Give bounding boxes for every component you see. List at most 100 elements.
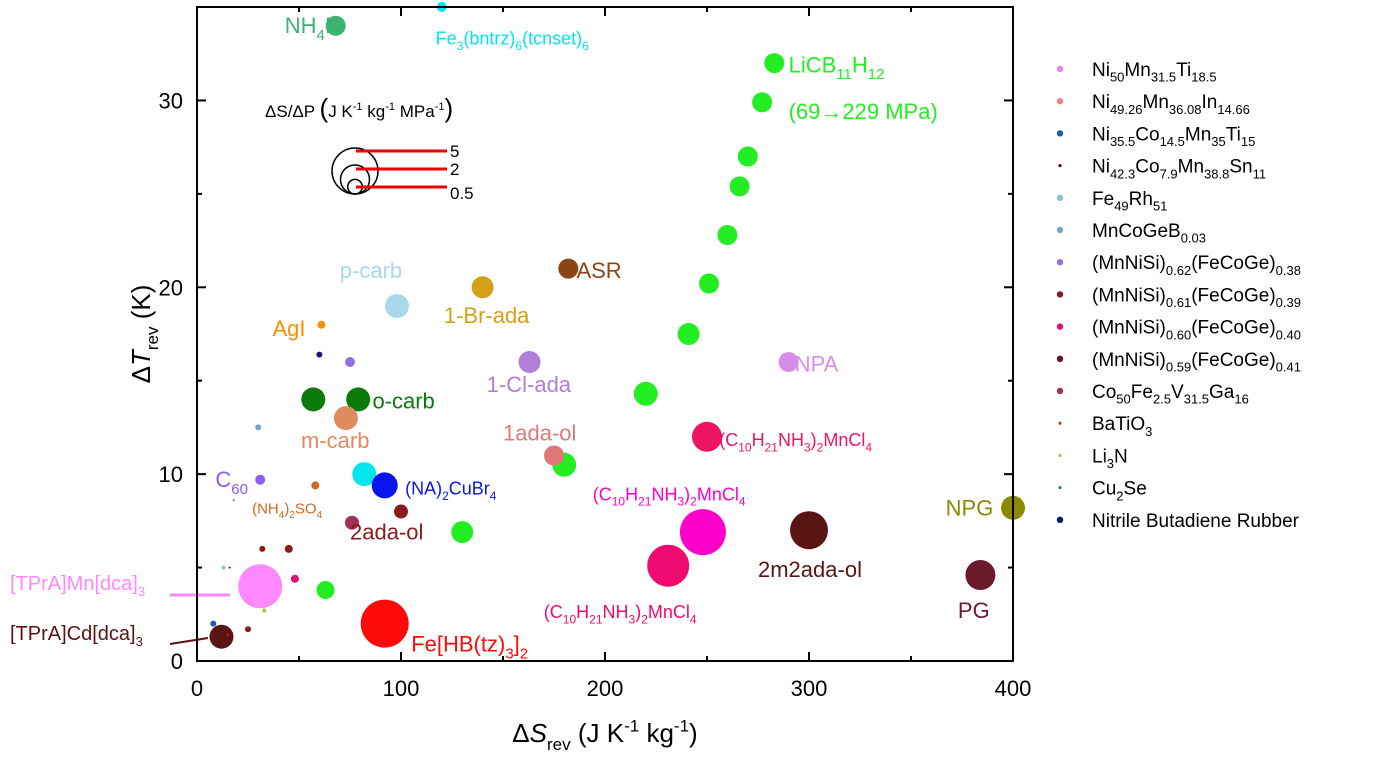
y-axis-label: ΔTrev (K) [126, 285, 162, 384]
legend-label: (MnNiSi)0.59(FeCoGe)0.41 [1092, 350, 1301, 375]
data-point [325, 15, 346, 36]
text-segment: 4 [690, 612, 697, 626]
point-label: NPG [946, 495, 994, 520]
leader-line [169, 637, 209, 645]
data-point [245, 626, 251, 633]
data-point [544, 445, 564, 466]
text-segment: Ni [1092, 60, 1110, 81]
text-segment: 2 [641, 612, 648, 626]
point-label: (69→229 MPa) [789, 99, 938, 124]
text-segment: T [126, 348, 156, 366]
point-labels: NH4IFe3(bntrz)6(tcnset)6LiCB11H12(69→229… [10, 13, 993, 662]
text-segment: 4 [865, 441, 872, 455]
text-segment: (NA) [405, 479, 442, 499]
text-segment: LiCB [789, 52, 837, 77]
text-segment: Ni [1092, 157, 1110, 178]
legend-marker [1056, 291, 1064, 298]
text-segment: (MnNiSi) [1092, 318, 1166, 339]
data-point [371, 472, 398, 499]
data-point [238, 564, 283, 609]
data-point [752, 92, 773, 113]
legend-label: Ni49.26Mn36.08In14.66 [1092, 92, 1250, 117]
data-point [965, 560, 996, 590]
text-segment: NH [778, 430, 804, 450]
text-segment: ) [635, 602, 641, 622]
text-segment: 1-Cl-ada [487, 372, 572, 397]
text-segment: SO [295, 500, 317, 517]
data-point [451, 521, 474, 544]
size-key-value: 5 [450, 142, 459, 161]
text-segment: Ti [1176, 60, 1191, 81]
data-point [316, 581, 335, 599]
text-segment: MPa [395, 102, 435, 121]
text-segment: 2 [690, 495, 697, 509]
text-segment: C [215, 467, 231, 492]
data-point [290, 574, 299, 583]
text-segment: J K [328, 102, 353, 121]
data-point [558, 258, 579, 279]
text-segment: H [852, 52, 868, 77]
text-segment: 50 [1110, 70, 1124, 85]
legend-marker [1056, 387, 1064, 395]
text-segment: Co [1135, 157, 1159, 178]
text-segment: 51 [1153, 199, 1167, 214]
text-segment: 3 [505, 645, 513, 662]
size-key-value: 2 [450, 160, 459, 179]
text-segment: H [625, 484, 638, 504]
text-segment: 11 [1253, 166, 1267, 181]
text-segment: NH [285, 13, 317, 38]
legend-label: Co50Fe2.5V31.5Ga16 [1092, 382, 1249, 407]
point-label: 1-Cl-ada [487, 372, 572, 397]
point-label: LiCB11H12 [789, 52, 885, 83]
point-label: (C10H21NH3)2MnCl4 [719, 430, 872, 454]
text-segment: V [1171, 382, 1184, 403]
text-segment: H [752, 430, 765, 450]
point-label: 2ada-ol [350, 520, 423, 545]
point-label: AgI [272, 316, 305, 341]
legend-label: Nitrile Butadiene Rubber [1092, 511, 1300, 532]
text-segment: Cu [1092, 479, 1116, 500]
legend-label: MnCoGeB0.03 [1092, 221, 1206, 246]
data-point [394, 504, 408, 519]
point-label: (C10H21NH3)2MnCl4 [593, 484, 746, 508]
data-point [301, 387, 326, 412]
text-segment: 18.5 [1191, 70, 1216, 85]
text-segment: ΔS/ΔP [265, 102, 320, 121]
data-point [255, 474, 266, 485]
point-label: o-carb [372, 389, 434, 414]
text-segment: PG [958, 598, 990, 623]
text-segment: ) [684, 484, 690, 504]
text-segment: 2 [289, 510, 295, 521]
data-point [360, 599, 409, 648]
data-point [209, 624, 234, 649]
legend-marker [1056, 323, 1064, 330]
text-segment: (C [719, 430, 738, 450]
legend-label: Ni35.5Co14.5Mn35Ti15 [1092, 124, 1255, 149]
data-point [232, 499, 235, 502]
data-point [228, 566, 231, 569]
data-point [221, 565, 226, 570]
text-segment: Li [1092, 446, 1107, 467]
text-segment: Mn [1124, 60, 1150, 81]
text-segment: [TPrA]Cd[dca] [10, 623, 136, 645]
text-segment: Fe [1131, 382, 1153, 403]
legend-marker [1056, 355, 1064, 362]
legend-marker [1058, 486, 1062, 490]
text-segment: AgI [272, 316, 305, 341]
text-segment: -1 [385, 101, 395, 113]
legend-marker [1056, 194, 1064, 201]
text-segment: NPA [795, 351, 839, 376]
data-point [790, 511, 828, 550]
text-segment: 2.5 [1153, 392, 1171, 407]
legend-label: (MnNiSi)0.61(FeCoGe)0.39 [1092, 285, 1301, 310]
text-segment: ASR [576, 258, 621, 283]
data-point [692, 421, 722, 452]
text-segment: kg [363, 102, 386, 121]
text-segment: 0.61 [1166, 295, 1191, 310]
point-label: (C10H21NH3)2MnCl4 [544, 602, 697, 626]
text-segment: 60 [231, 481, 248, 498]
text-segment: 42.3 [1110, 166, 1135, 181]
data-point [699, 273, 719, 294]
y-tick-label: 20 [159, 275, 183, 300]
text-segment: CuBr [449, 479, 490, 499]
